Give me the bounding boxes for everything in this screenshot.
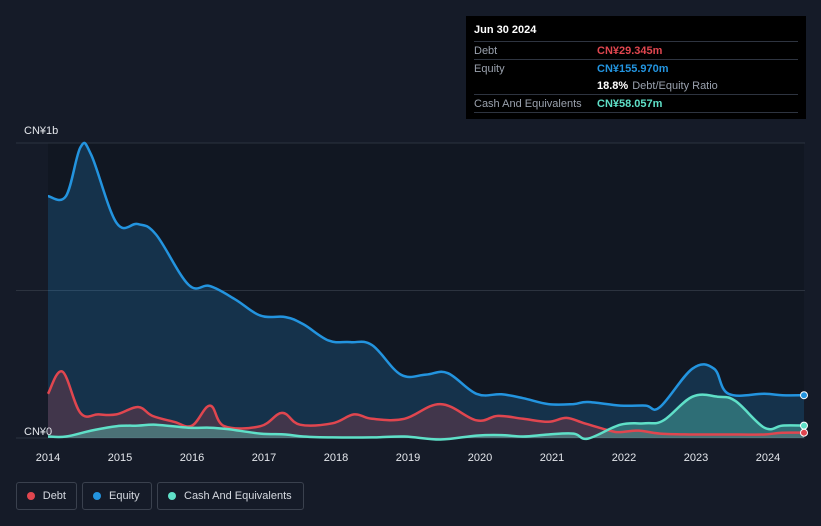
legend-cash-label: Cash And Equivalents xyxy=(184,490,292,502)
debt-dot-icon xyxy=(27,492,35,500)
tooltip-equity-value: CN¥155.970m xyxy=(597,62,669,75)
gridlines xyxy=(16,142,805,439)
x-axis-ticks: 2014 2015 2016 2017 2018 2019 2020 2021 2022 2023… xyxy=(36,452,780,464)
legend-debt-label: Debt xyxy=(42,490,66,502)
equity-end-point xyxy=(800,391,808,400)
cash-line xyxy=(47,393,805,441)
tooltip-debt-value: CN¥29.345m xyxy=(597,44,663,57)
tooltip-row-equity: Equity CN¥155.970m xyxy=(474,60,798,77)
y-label-0: CN¥1b xyxy=(24,125,58,137)
x-tick-2015: 2015 xyxy=(108,452,132,464)
tooltip-row-ratio: 18.8% Debt/Equity Ratio xyxy=(474,77,798,95)
x-tick-2024: 2024 xyxy=(756,452,780,464)
x-tick-2020: 2020 xyxy=(468,452,492,464)
tooltip-debt-label: Debt xyxy=(474,44,498,57)
x-tick-2014: 2014 xyxy=(36,452,60,464)
cash-area xyxy=(48,394,804,440)
debt-area xyxy=(48,371,804,438)
tooltip-panel: Jun 30 2024 Debt CN¥29.345m Equity CN¥15… xyxy=(466,16,806,119)
tooltip-row-cash: Cash And Equivalents CN¥58.057m xyxy=(474,95,798,113)
legend-item-debt[interactable]: Debt xyxy=(16,482,77,510)
y-label-1: CN¥0 xyxy=(24,426,52,438)
tooltip-date: Jun 30 2024 xyxy=(474,24,798,42)
equity-line xyxy=(47,141,805,411)
x-tick-2016: 2016 xyxy=(180,452,204,464)
equity-area xyxy=(48,142,804,438)
legend-equity-label: Equity xyxy=(109,490,140,502)
tooltip-equity-label: Equity xyxy=(474,62,505,75)
x-tick-2018: 2018 xyxy=(324,452,348,464)
cash-dot-icon xyxy=(168,492,176,500)
tooltip-row-debt: Debt CN¥29.345m xyxy=(474,42,798,60)
legend-item-cash[interactable]: Cash And Equivalents xyxy=(157,482,304,510)
equity-dot-icon xyxy=(93,492,101,500)
cash-end-point xyxy=(800,421,808,430)
tooltip-cash-value: CN¥58.057m xyxy=(597,97,663,110)
legend-item-equity[interactable]: Equity xyxy=(82,482,152,510)
series-endpoints xyxy=(800,391,808,437)
series-lines xyxy=(46,141,805,441)
debt-line xyxy=(46,370,805,436)
x-tick-2023: 2023 xyxy=(684,452,708,464)
x-tick-2017: 2017 xyxy=(252,452,276,464)
series-areas xyxy=(48,142,804,440)
x-tick-2019: 2019 xyxy=(396,452,420,464)
tooltip-ratio-value: 18.8% xyxy=(597,79,629,92)
debt-end-point xyxy=(800,428,808,437)
tooltip-cash-label: Cash And Equivalents xyxy=(474,97,582,110)
x-tick-2021: 2021 xyxy=(540,452,564,464)
y-axis-labels: CN¥1b CN¥0 xyxy=(24,125,58,438)
x-tick-2022: 2022 xyxy=(612,452,636,464)
tooltip-ratio-label: Debt/Equity Ratio xyxy=(632,79,718,92)
